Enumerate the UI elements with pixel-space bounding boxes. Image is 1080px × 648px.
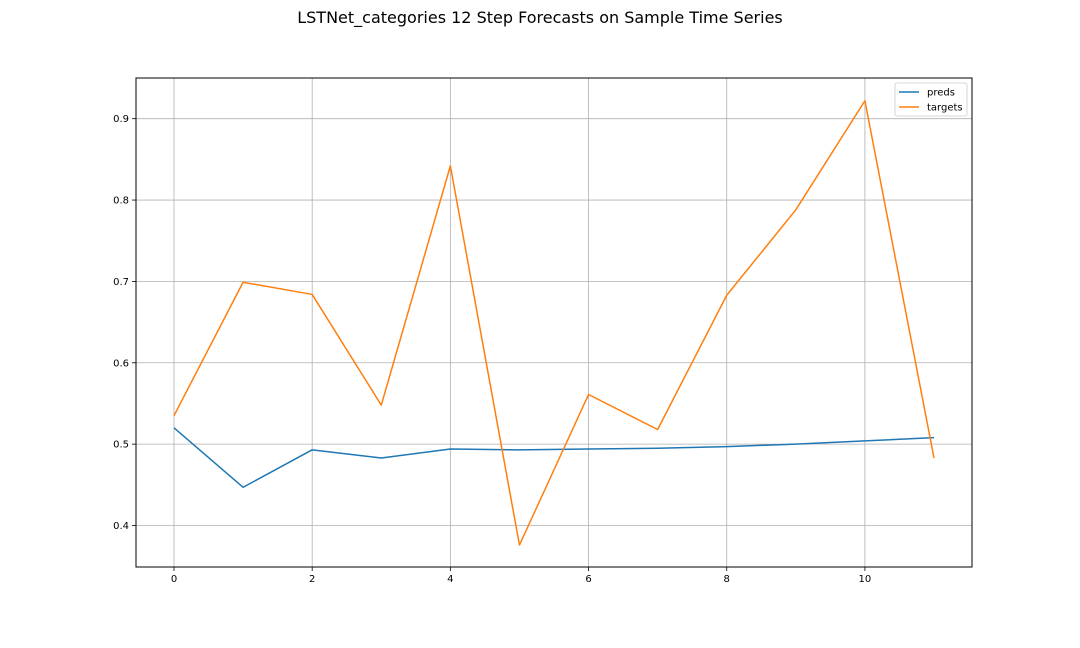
- legend: preds targets: [894, 82, 968, 117]
- legend-label-targets: targets: [927, 103, 963, 114]
- x-tick-label: 0: [171, 574, 177, 585]
- y-tick-label: 0.6: [113, 358, 129, 369]
- series-line-targets: [173, 100, 935, 546]
- x-tick-label: 6: [585, 574, 591, 585]
- series-lines: [173, 100, 935, 546]
- y-tick-label: 0.4: [113, 521, 129, 532]
- y-tick-label: 0.7: [113, 277, 129, 288]
- x-tick-label: 4: [447, 574, 453, 585]
- x-tick-label: 10: [859, 574, 872, 585]
- axis-ticks: 0 2 4 6 8 10 0.4 0.5 0.6 0.7 0.8 0.9: [113, 114, 871, 585]
- legend-label-preds: preds: [927, 88, 955, 99]
- y-tick-label: 0.9: [113, 114, 129, 125]
- plot-area-frame: [135, 77, 973, 568]
- series-line-preds: [173, 427, 935, 489]
- y-tick-label: 0.8: [113, 196, 129, 207]
- y-tick-label: 0.5: [113, 440, 129, 451]
- chart-title: LSTNet_categories 12 Step Forecasts on S…: [297, 8, 783, 27]
- x-tick-label: 2: [309, 574, 315, 585]
- grid: [136, 78, 972, 567]
- x-tick-label: 8: [724, 574, 730, 585]
